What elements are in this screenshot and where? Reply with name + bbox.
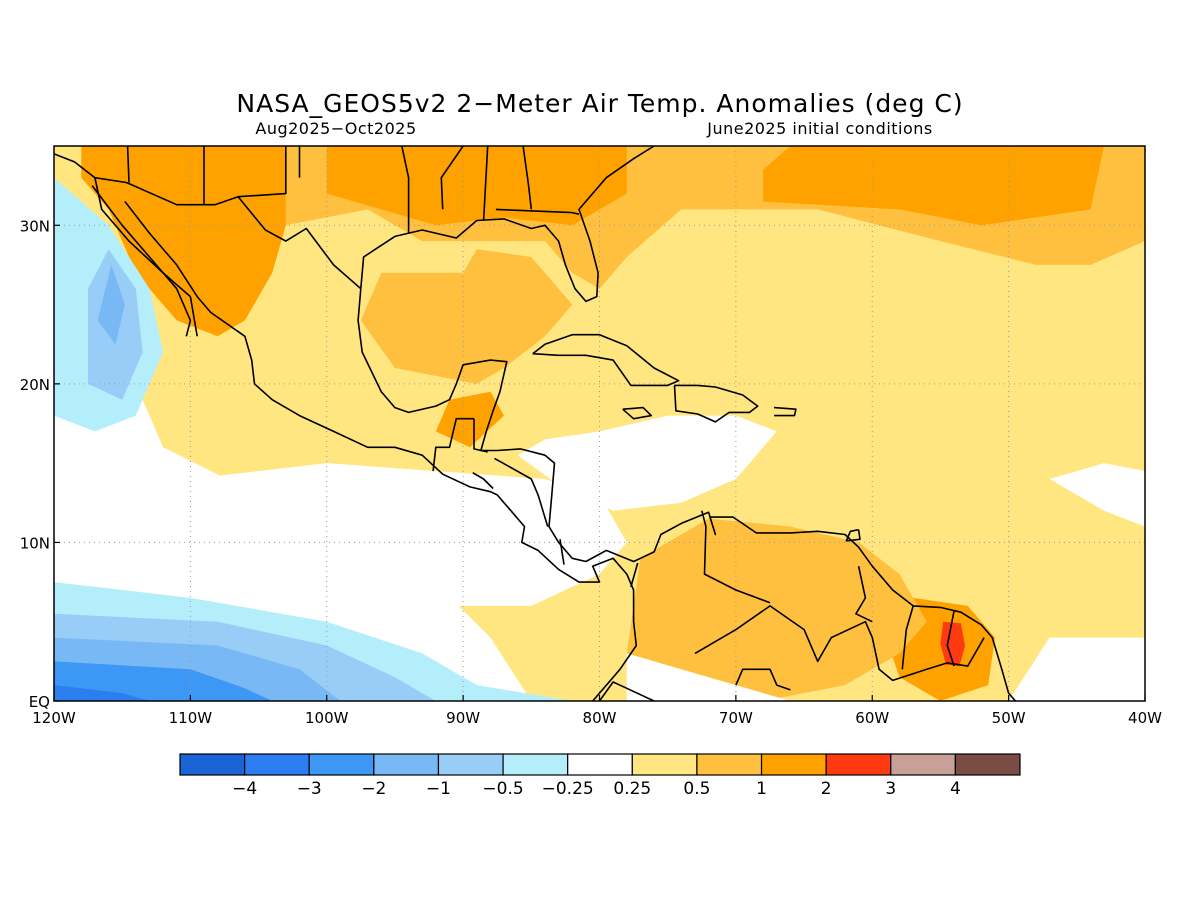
lon-tick-label: 60W — [855, 709, 889, 727]
coastlines — [54, 146, 1017, 701]
colorbar-label: 1 — [756, 779, 767, 799]
coastline — [126, 146, 130, 183]
colorbar-label: 3 — [885, 779, 896, 799]
colorbar-label: −3 — [297, 779, 322, 799]
lat-tick-label: EQ — [29, 693, 50, 711]
coastline — [440, 146, 464, 210]
colorbar-label: −1 — [426, 779, 451, 799]
coastline — [124, 201, 638, 701]
coastline — [472, 472, 494, 490]
coastline — [432, 417, 474, 472]
coastline — [473, 418, 488, 453]
coastline — [559, 539, 565, 565]
colorbar-swatch — [631, 753, 698, 776]
lon-tick-label: 90W — [446, 709, 480, 727]
colorbar-swatch — [502, 753, 569, 776]
map-title: NASA_GEOS5v2 2−Meter Air Temp. Anomalies… — [236, 89, 963, 118]
coastline — [482, 146, 489, 221]
coastline — [735, 668, 791, 691]
anomaly-region — [940, 621, 965, 667]
anomaly-region — [54, 661, 273, 701]
colorbar-swatch — [179, 753, 246, 776]
colorbar-swatch — [825, 753, 892, 776]
map-axes: 120W 110W 100W 90W 80W 70W 60W 50W 40W EQ 10N 20N 30… — [20, 217, 1162, 727]
anomaly-region — [97, 264, 125, 345]
anomaly-region — [360, 249, 573, 384]
lon-tick-label: 40W — [1128, 709, 1162, 727]
colorbar-label: 0.25 — [613, 779, 651, 799]
colorbar-label: 0.5 — [683, 779, 710, 799]
coastline — [855, 566, 873, 623]
anomaly-region — [81, 146, 286, 337]
lon-tick-label: 70W — [719, 709, 753, 727]
colorbar-label: −4 — [232, 779, 257, 799]
coastline — [901, 605, 914, 670]
colorbar-swatch — [244, 753, 310, 776]
anomaly-region — [54, 685, 150, 701]
coastline — [532, 333, 680, 387]
anomaly-region — [517, 415, 777, 511]
colorbar-swatch — [760, 753, 827, 776]
lat-tick-label: 30N — [20, 217, 50, 235]
colorbar-swatch — [437, 753, 504, 776]
colorbar: −4 −3 −2 −1 −0.5 −0.25 0.25 0.5 1 2 3 4 — [179, 753, 1021, 799]
coastline — [622, 406, 653, 420]
subtitle-right: June2025 initial conditions — [706, 119, 933, 138]
coastline — [598, 681, 655, 701]
anomaly-region — [326, 146, 627, 226]
map-gridlines — [54, 146, 1145, 701]
colorbar-swatch — [954, 753, 1021, 776]
coastline — [94, 177, 198, 337]
coastline — [630, 562, 639, 588]
colorbar-swatch — [308, 753, 375, 776]
colorbar-swatch — [890, 753, 956, 776]
colorbar-label: 4 — [950, 779, 961, 799]
coastline — [401, 146, 410, 234]
coastline — [360, 146, 655, 303]
coastline — [54, 153, 96, 179]
lon-tick-label: 120W — [32, 709, 76, 727]
coastline — [522, 146, 533, 210]
subtitle-left: Aug2025−Oct2025 — [255, 119, 416, 138]
lon-tick-label: 100W — [305, 709, 349, 727]
coastline — [494, 457, 549, 527]
anomaly-shading — [54, 146, 1145, 701]
coastline — [94, 176, 362, 290]
colorbar-swatch — [567, 753, 633, 776]
coastline — [238, 146, 287, 198]
anomaly-region — [763, 146, 1105, 226]
colorbar-swatch — [696, 753, 763, 776]
map-area — [54, 146, 1145, 701]
lat-tick-label: 10N — [20, 534, 50, 552]
coastline — [694, 605, 985, 682]
lat-tick-label: 20N — [20, 376, 50, 394]
anomaly-region — [626, 653, 791, 701]
coastline — [774, 406, 797, 417]
colorbar-label: −2 — [361, 779, 386, 799]
lon-tick-label: 50W — [992, 709, 1026, 727]
colorbar-label: −0.25 — [542, 779, 594, 799]
coastline — [946, 610, 955, 667]
coastline — [495, 208, 580, 215]
coastline — [91, 185, 192, 337]
coastline — [673, 384, 759, 423]
lon-tick-label: 110W — [169, 709, 213, 727]
coastline — [701, 510, 771, 604]
colorbar-swatch — [373, 753, 440, 776]
coastline — [357, 288, 1017, 701]
colorbar-label: −0.5 — [482, 779, 523, 799]
anomaly-region — [54, 447, 627, 606]
anomaly-region — [1049, 463, 1145, 527]
lon-tick-label: 80W — [583, 709, 617, 727]
coastline — [845, 528, 861, 542]
colorbar-label: 2 — [821, 779, 832, 799]
